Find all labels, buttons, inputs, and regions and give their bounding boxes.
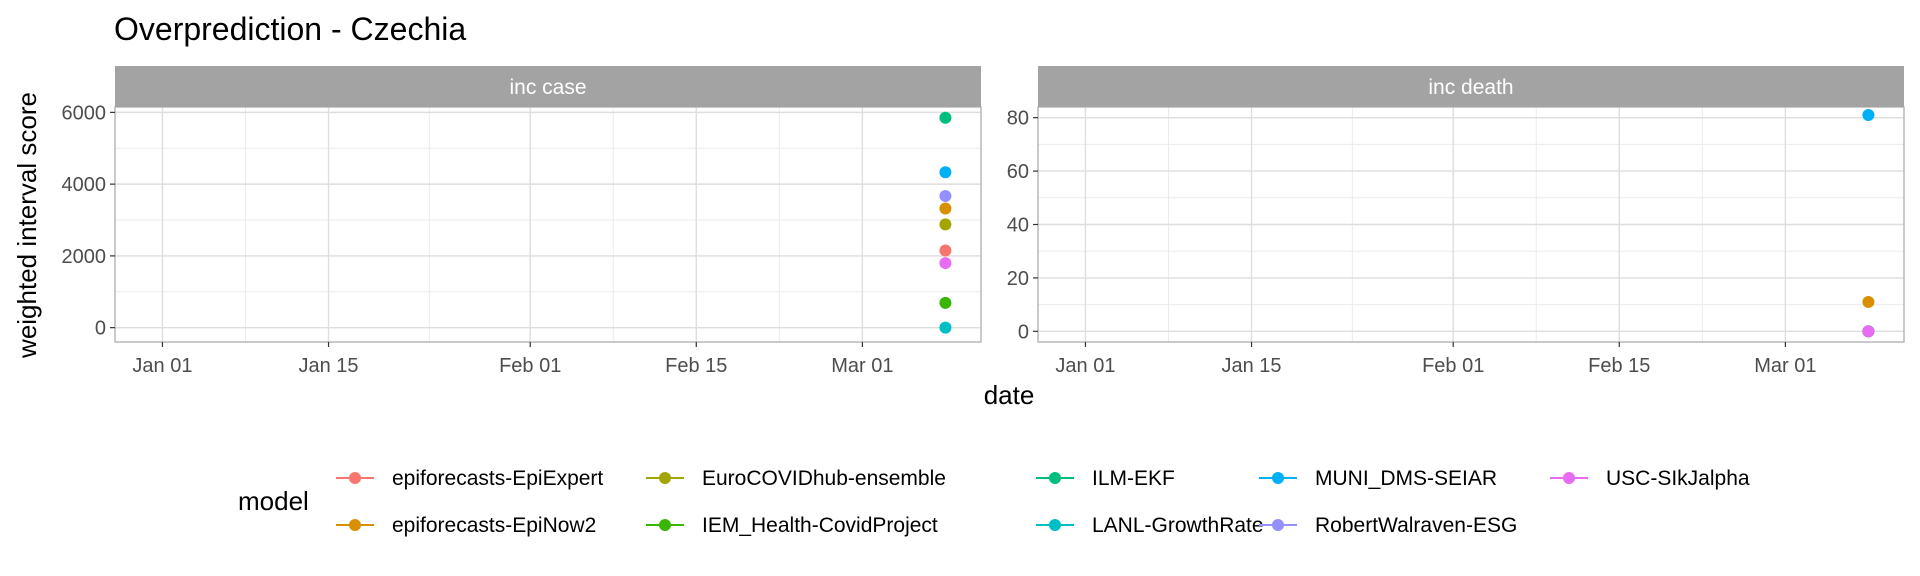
legend-key-point [349,472,361,484]
legend-label: epiforecasts-EpiNow2 [392,514,596,537]
y-tick-label: 0 [95,318,106,340]
legend-label: epiforecasts-EpiExpert [392,467,603,490]
legend-item: USC-SIkJalpha [1550,467,1750,490]
x-tick-label: Feb 15 [665,355,727,377]
x-tick-label: Feb 01 [1422,355,1484,377]
panels: inc case 0 2000 4000 6000 Jan 01 Jan 15 Feb 01 F… [62,66,1905,377]
x-tick-label: Jan 01 [132,355,192,377]
strip-label: inc case [509,76,586,99]
legend-label: IEM_Health-CovidProject [702,514,938,537]
x-tick-label: Feb 15 [1588,355,1650,377]
x-tick-label: Jan 01 [1055,355,1115,377]
data-point [1862,325,1875,338]
legend-item: IEM_Health-CovidProject [646,514,938,537]
legend-key-point [659,519,671,531]
plot-background [115,107,981,342]
legend-label: LANL-GrowthRate [1092,514,1264,537]
legend-item: ILM-EKF [1036,467,1175,490]
data-point [939,244,952,257]
y-tick-label: 80 [1007,108,1029,130]
legend-label: USC-SIkJalpha [1606,467,1750,490]
legend-item: epiforecasts-EpiExpert [336,467,603,490]
data-point [939,218,952,231]
legend-key-point [1563,472,1575,484]
legend: model epiforecasts-EpiExpert epiforecasts… [238,467,1750,537]
legend-label: EuroCOVIDhub-ensemble [702,467,946,490]
legend-item: MUNI_DMS-SEIAR [1259,467,1497,490]
legend-item: LANL-GrowthRate [1036,514,1264,537]
data-point [939,166,952,179]
strip-label: inc death [1428,76,1513,99]
legend-key-point [1272,519,1284,531]
data-point [939,111,952,124]
y-tick-label: 60 [1007,161,1029,183]
data-point [939,189,952,202]
x-axis-title: date [984,380,1035,410]
x-tick-label: Mar 01 [831,355,893,377]
panel-1: inc case 0 2000 4000 6000 Jan 01 Jan 15 Feb 01 F… [62,66,982,377]
legend-key-point [1272,472,1284,484]
legend-key-point [1049,472,1061,484]
data-point [939,296,952,309]
x-tick-label: Mar 01 [1754,355,1816,377]
y-tick-label: 0 [1018,321,1029,343]
data-point [1862,295,1875,308]
legend-label: MUNI_DMS-SEIAR [1315,467,1497,490]
y-tick-label: 40 [1007,215,1029,237]
legend-item: RobertWalraven-ESG [1259,514,1517,537]
data-point [1862,109,1875,122]
legend-key-point [1049,519,1061,531]
x-tick-label: Jan 15 [1222,355,1282,377]
y-tick-label: 4000 [62,174,107,196]
y-tick-label: 2000 [62,246,107,268]
data-point [939,321,952,334]
y-tick-label: 20 [1007,268,1029,290]
panel-2: inc death 0 20 40 60 80 Jan 01 Jan 15 Feb 01 Feb … [1007,66,1905,377]
x-tick-label: Jan 15 [299,355,359,377]
legend-label: ILM-EKF [1092,467,1175,490]
legend-title: model [238,486,309,516]
legend-key-point [659,472,671,484]
x-tick-label: Feb 01 [499,355,561,377]
y-axis-title: weighted interval score [12,92,42,359]
data-point [939,202,952,215]
legend-item: EuroCOVIDhub-ensemble [646,467,946,490]
chart-title: Overprediction - Czechia [114,11,466,47]
strip-background [115,66,981,107]
y-tick-label: 6000 [62,102,107,124]
legend-label: RobertWalraven-ESG [1315,514,1517,537]
legend-item: epiforecasts-EpiNow2 [336,514,596,537]
legend-key-point [349,519,361,531]
strip-background [1038,66,1904,107]
data-point [939,257,952,270]
